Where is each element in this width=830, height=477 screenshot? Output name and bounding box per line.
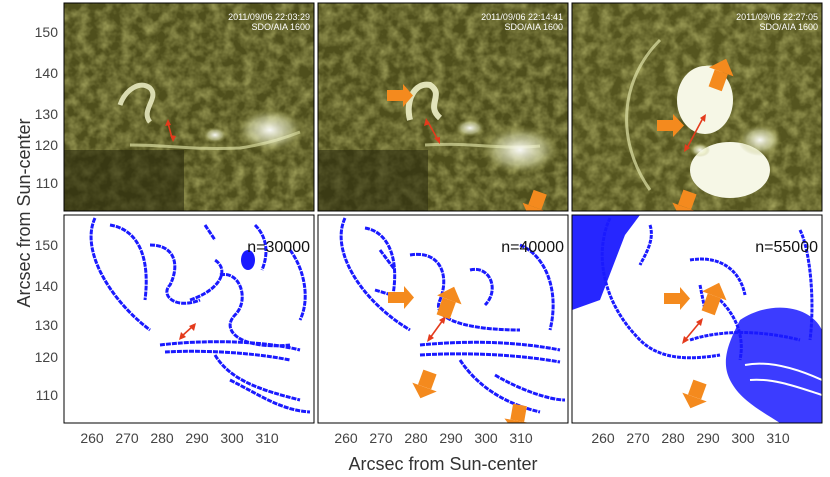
- x-tick-label: 300: [474, 430, 498, 446]
- orange-arrow-icon: [388, 286, 414, 309]
- orange-arrow-icon: [664, 287, 690, 310]
- y-tick-label: 120: [35, 137, 59, 153]
- x-tick-label: 310: [255, 430, 279, 446]
- y-tick-label: 150: [35, 24, 59, 40]
- y-tick-label: 110: [36, 175, 59, 191]
- top-panel-2-frame: [317, 2, 569, 212]
- x-tick-label: 260: [334, 430, 358, 446]
- x-axis-title: Arcsec from Sun-center: [348, 454, 537, 474]
- top-panel-2: [318, 3, 568, 211]
- panel-timestamp: 2011/09/06 22:03:29: [228, 12, 310, 22]
- panel-instrument: SDO/AIA 1600: [251, 22, 310, 32]
- y-tick-label: 150: [35, 237, 59, 253]
- x-tick-label: 300: [220, 430, 244, 446]
- bottom-panel-3: [572, 215, 822, 423]
- x-ticks-panel-1: 260 270 280 290 300 310: [80, 430, 279, 446]
- orange-arrow-icon: [701, 282, 727, 316]
- x-tick-label: 270: [369, 430, 393, 446]
- orange-arrow-icon: [387, 84, 413, 107]
- x-ticks-panel-2: 260 270 280 290 300 310: [334, 430, 533, 446]
- top-panel-3: [572, 3, 822, 211]
- contour-threshold-label: n=30000: [247, 239, 310, 256]
- x-tick-label: 260: [591, 430, 615, 446]
- y-axis-title: Arcsec from Sun-center: [14, 118, 34, 307]
- x-tick-label: 280: [404, 430, 428, 446]
- panel-instrument: SDO/AIA 1600: [504, 22, 563, 32]
- top-panel-1: [64, 3, 314, 211]
- panel-instrument: SDO/AIA 1600: [759, 22, 818, 32]
- x-tick-label: 300: [731, 430, 755, 446]
- orange-arrow-icon: [708, 58, 734, 92]
- y-ticks-top: 150 140 130 120 110: [35, 24, 59, 191]
- orange-arrow-icon: [412, 369, 437, 399]
- bottom-panel-2-frame: [317, 214, 569, 424]
- top-panel-1-frame: [63, 2, 315, 212]
- y-tick-label: 130: [35, 317, 59, 333]
- bottom-panel-2: [318, 215, 568, 423]
- x-tick-label: 310: [509, 430, 533, 446]
- contour-threshold-label: n=55000: [755, 239, 818, 256]
- x-tick-label: 270: [115, 430, 139, 446]
- y-ticks-bottom: 150 140 130 120 110: [35, 237, 59, 403]
- y-tick-label: 140: [35, 65, 59, 81]
- bottom-panel-1: [64, 215, 314, 423]
- x-tick-label: 260: [80, 430, 104, 446]
- y-tick-label: 120: [35, 349, 59, 365]
- y-tick-label: 110: [36, 387, 59, 403]
- x-tick-label: 290: [696, 430, 720, 446]
- orange-arrow-icon: [436, 286, 462, 320]
- y-tick-label: 130: [35, 106, 59, 122]
- orange-arrow-icon: [682, 379, 707, 409]
- top-panel-3-frame: [571, 2, 823, 212]
- x-tick-label: 290: [185, 430, 209, 446]
- x-tick-label: 270: [626, 430, 650, 446]
- x-ticks-panel-3: 260 270 280 290 300 310: [591, 430, 790, 446]
- orange-arrow-icon: [672, 189, 697, 211]
- orange-arrow-icon: [657, 114, 684, 137]
- panel-timestamp: 2011/09/06 22:14:41: [481, 12, 563, 22]
- contour-threshold-label: n=40000: [501, 239, 564, 256]
- x-tick-label: 280: [661, 430, 685, 446]
- bottom-panel-1-frame: [63, 214, 315, 424]
- x-tick-label: 310: [766, 430, 790, 446]
- orange-arrow-icon: [504, 403, 531, 423]
- x-tick-label: 290: [439, 430, 463, 446]
- y-tick-label: 140: [35, 278, 59, 294]
- x-tick-label: 280: [150, 430, 174, 446]
- bottom-panel-3-frame: [571, 214, 823, 424]
- panel-timestamp: 2011/09/06 22:27:05: [736, 12, 818, 22]
